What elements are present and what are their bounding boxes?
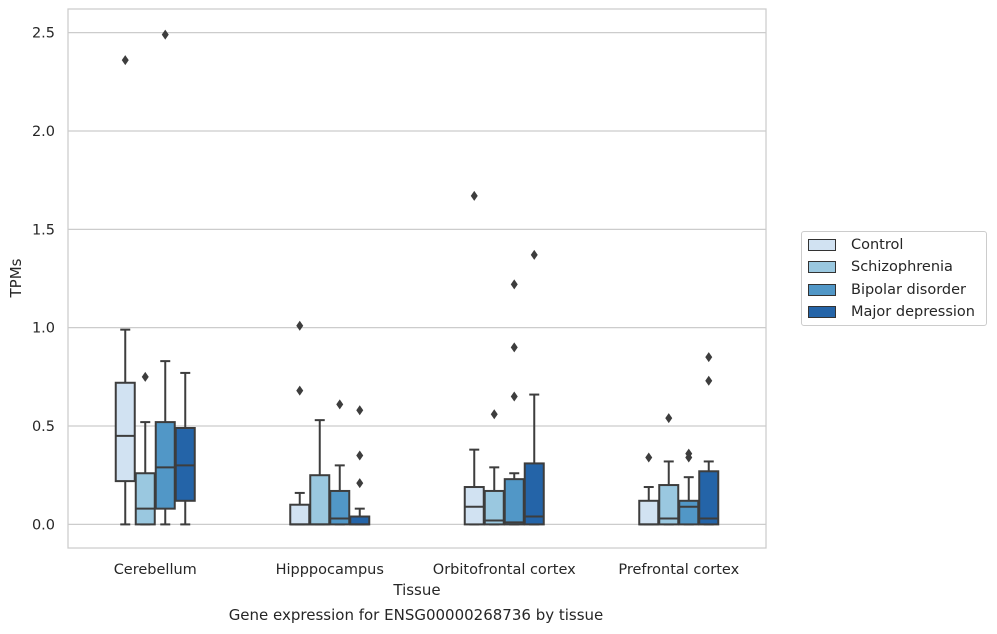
y-tick-label: 2.5 <box>32 26 55 42</box>
legend-swatch-control <box>808 239 836 251</box>
box-major-depression <box>523 249 545 526</box>
outlier-point <box>530 249 538 260</box>
outlier-point <box>685 452 693 463</box>
box <box>523 462 545 526</box>
legend-label-bipolar-disorder: Bipolar disorder <box>851 282 966 298</box>
outlier-point <box>356 478 364 489</box>
legend: Control Schizophrenia Bipolar disorder M… <box>801 231 987 326</box>
box-major-depression <box>349 405 371 526</box>
outlier-point <box>510 279 518 290</box>
outlier-point <box>665 413 673 424</box>
outlier-point <box>705 352 713 363</box>
legend-label-control: Control <box>851 237 904 253</box>
box <box>638 499 660 526</box>
box-schizophrenia <box>658 413 680 526</box>
box <box>134 472 156 526</box>
box-bipolar-disorder <box>329 399 351 526</box>
box <box>289 503 311 526</box>
box-major-depression <box>698 352 720 526</box>
box <box>154 421 176 510</box>
legend-label-schizophrenia: Schizophrenia <box>851 259 953 275</box>
x-tick-label: Prefrontal cortex <box>618 562 739 578</box>
legend-swatch-bipolar-disorder <box>808 284 836 296</box>
box <box>483 489 505 526</box>
box <box>309 474 331 526</box>
y-axis-label: TPMs <box>7 258 25 298</box>
box-plots <box>114 29 720 526</box>
box <box>503 478 525 526</box>
box-control <box>289 320 311 526</box>
outlier-point <box>510 342 518 353</box>
box-control <box>638 452 660 526</box>
x-tick-labels: Cerebellum Hipppocampus Orbitofrontal cort… <box>114 562 740 578</box>
box-bipolar-disorder <box>678 448 700 526</box>
y-tick-label: 2.0 <box>32 124 55 140</box>
plot-area-frame <box>67 8 767 549</box>
box-bipolar-disorder <box>503 279 525 526</box>
legend-item-control: Control <box>808 235 903 255</box>
box-bipolar-disorder <box>154 29 176 526</box>
outlier-point <box>470 190 478 201</box>
box-control <box>463 190 485 526</box>
box-schizophrenia <box>483 409 505 526</box>
outlier-point <box>296 385 304 396</box>
box <box>698 470 720 526</box>
outlier-point <box>645 452 653 463</box>
legend-swatch-schizophrenia <box>808 261 836 273</box>
y-tick-label: 1.0 <box>32 321 55 337</box>
box-control <box>114 55 136 526</box>
box-major-depression <box>174 371 196 526</box>
legend-item-major-depression: Major depression <box>808 302 975 322</box>
outlier-point <box>141 371 149 382</box>
box <box>678 499 700 526</box>
outlier-point <box>161 29 169 40</box>
y-tick-label: 0.5 <box>32 419 55 435</box>
y-tick-labels: 0.0 0.5 1.0 1.5 2.0 2.5 <box>32 26 55 534</box>
outlier-point <box>356 405 364 416</box>
legend-item-bipolar-disorder: Bipolar disorder <box>808 280 966 300</box>
chart-caption: Gene expression for ENSG00000268736 by t… <box>228 606 604 624</box>
outlier-point <box>121 55 129 66</box>
box <box>349 515 371 526</box>
box <box>329 489 351 526</box>
outlier-point <box>510 391 518 402</box>
x-axis-label: Tissue <box>392 581 440 599</box>
legend-label-major-depression: Major depression <box>851 304 975 320</box>
box <box>114 381 136 483</box>
outlier-point <box>705 375 713 386</box>
outlier-point <box>296 320 304 331</box>
outlier-point <box>490 409 498 420</box>
x-tick-label: Cerebellum <box>114 562 197 578</box>
box-schizophrenia <box>134 371 156 526</box>
y-tick-label: 0.0 <box>32 517 55 533</box>
outlier-point <box>336 399 344 410</box>
x-tick-label: Hipppocampus <box>276 562 384 578</box>
outlier-point <box>356 450 364 461</box>
box-schizophrenia <box>309 419 331 526</box>
legend-swatch-major-depression <box>808 306 836 318</box>
y-tick-label: 1.5 <box>32 222 55 238</box>
legend-item-schizophrenia: Schizophrenia <box>808 257 953 277</box>
x-tick-label: Orbitofrontal cortex <box>433 562 576 578</box>
